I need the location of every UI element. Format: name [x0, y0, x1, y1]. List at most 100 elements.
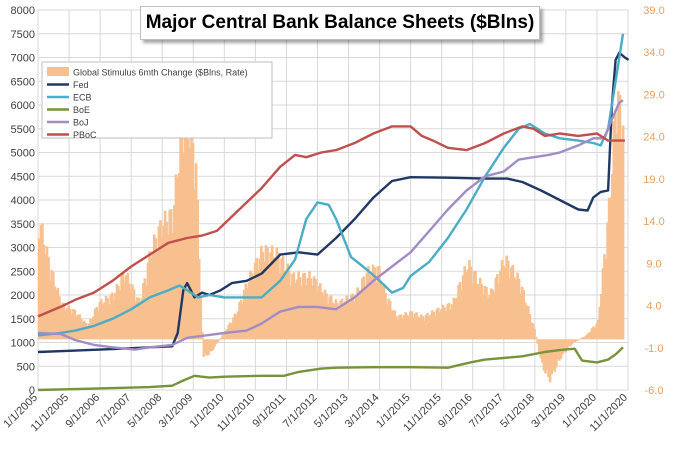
stimulus-bar [419, 314, 423, 340]
stimulus-bar [595, 323, 599, 340]
stimulus-bar [283, 270, 286, 340]
stimulus-bar [345, 295, 349, 340]
stimulus-bar [457, 284, 460, 340]
stimulus-bar [76, 314, 80, 340]
right-tick-label: -6.0 [645, 385, 664, 397]
stimulus-bar [393, 310, 397, 340]
stimulus-bar [278, 272, 282, 340]
stimulus-bar [143, 278, 147, 340]
stimulus-bar [537, 339, 541, 353]
left-tick-label: 3500 [11, 219, 35, 231]
stimulus-bar [109, 294, 113, 340]
stimulus-bar [239, 299, 243, 340]
stimulus-bar [348, 303, 352, 340]
stimulus-bar [235, 314, 238, 340]
left-tick-label: 8000 [11, 5, 35, 17]
stimulus-bar [73, 309, 77, 340]
stimulus-bar [527, 306, 530, 340]
stimulus-bar [433, 315, 437, 340]
stimulus-bar [379, 281, 383, 340]
stimulus-bar [208, 339, 212, 352]
stimulus-bar [603, 254, 606, 340]
stimulus-bar [183, 106, 187, 340]
stimulus-bar [314, 279, 317, 340]
left-tick-label: 3000 [11, 243, 35, 255]
left-tick-label: 2000 [11, 290, 35, 302]
stimulus-bar [494, 277, 498, 340]
stimulus-bar [205, 339, 209, 356]
right-tick-label: 29.0 [643, 89, 664, 101]
stimulus-bar [516, 272, 519, 340]
stimulus-bar [297, 271, 300, 340]
stimulus-bar [617, 91, 620, 340]
stimulus-bar [618, 94, 622, 340]
right-tick-label: 19.0 [643, 174, 664, 186]
stimulus-bar [294, 283, 297, 340]
left-tick-label: 7000 [11, 53, 35, 65]
series-line-boe [37, 346, 624, 392]
stimulus-bar [482, 295, 485, 340]
stimulus-bar [596, 319, 600, 340]
stimulus-bar [219, 337, 223, 340]
stimulus-bar [95, 307, 99, 340]
stimulus-bar [275, 247, 279, 340]
stimulus-bar [390, 310, 394, 340]
stimulus-bar [58, 296, 61, 340]
chart-title-box: Major Central Bank Balance Sheets ($Blns… [140, 6, 540, 40]
right-tick-label: 9.0 [646, 258, 661, 270]
stimulus-bar [211, 339, 215, 350]
stimulus-bar [311, 285, 314, 340]
stimulus-bar [485, 286, 488, 340]
stimulus-bar [325, 293, 328, 340]
stimulus-bar [382, 283, 386, 340]
stimulus-bar [272, 257, 276, 340]
stimulus-bar [405, 314, 409, 340]
stimulus-bar [232, 317, 235, 340]
stimulus-bar [329, 295, 333, 340]
stimulus-bar [407, 316, 411, 340]
stimulus-bar [319, 283, 322, 340]
legend-label: BoJ [73, 118, 89, 128]
stimulus-bar [497, 283, 501, 340]
stimulus-bar [180, 116, 184, 340]
stimulus-bar [165, 221, 168, 340]
stimulus-bar [343, 301, 347, 340]
stimulus-bar [499, 270, 502, 340]
stimulus-bar [614, 109, 617, 340]
stimulus-bar [576, 339, 580, 341]
stimulus-bar [392, 310, 395, 340]
stimulus-bar [168, 209, 172, 340]
stimulus-bar [342, 304, 345, 340]
stimulus-bar [480, 284, 484, 340]
stimulus-bar [87, 323, 91, 340]
stimulus-bar [90, 318, 94, 340]
stimulus-bar [221, 335, 224, 340]
stimulus-bar [289, 285, 293, 340]
stimulus-bar [388, 300, 392, 340]
stimulus-bar [545, 339, 549, 370]
stimulus-bar [491, 289, 494, 340]
stimulus-bar [315, 292, 319, 340]
stimulus-bar [213, 339, 217, 347]
left-tick-label: 7500 [11, 29, 35, 41]
stimulus-bar [534, 336, 538, 340]
stimulus-bar [51, 271, 55, 340]
stimulus-bar [398, 314, 401, 340]
stimulus-bar [39, 224, 43, 340]
stimulus-bar [356, 287, 359, 340]
stimulus-bar [306, 278, 310, 340]
left-tick-label: 2500 [11, 266, 35, 278]
stimulus-bar [373, 267, 376, 340]
stimulus-bar [100, 299, 103, 340]
stimulus-bar [600, 293, 603, 340]
stimulus-bar [519, 293, 522, 340]
stimulus-bar [171, 232, 175, 340]
right-tick-label: 14.0 [643, 216, 664, 228]
stimulus-bar [440, 309, 443, 340]
stimulus-bar [437, 307, 440, 340]
stimulus-bar [157, 226, 161, 340]
series-lines [37, 33, 630, 392]
stimulus-bar [606, 222, 609, 340]
stimulus-bar [565, 339, 569, 350]
stimulus-bar [569, 339, 572, 347]
